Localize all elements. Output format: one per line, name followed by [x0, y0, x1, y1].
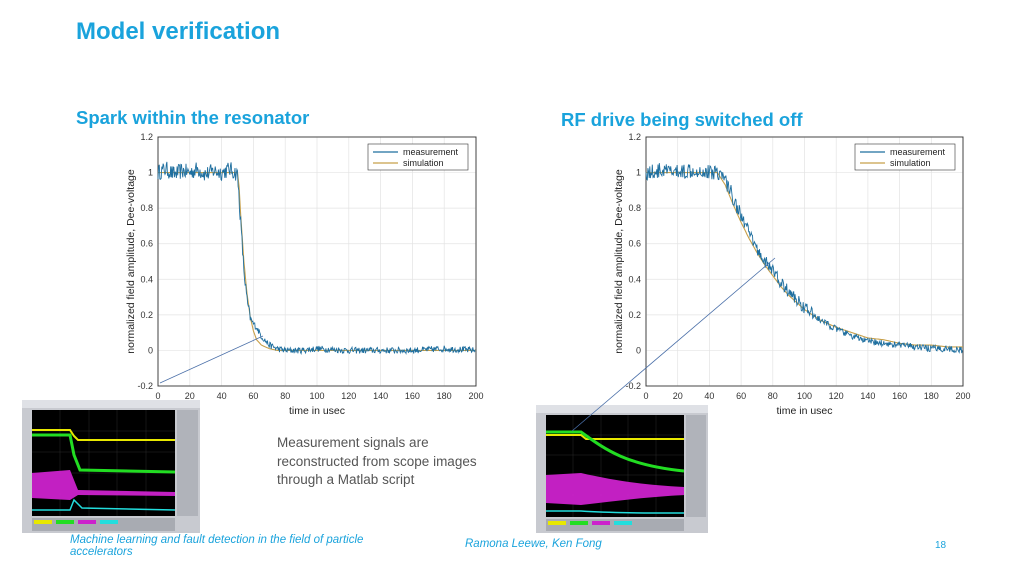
- y-tick-label: 0.4: [628, 274, 641, 284]
- x-tick-label: 100: [797, 391, 812, 401]
- y-tick-label: 0: [636, 345, 641, 355]
- x-tick-label: 20: [185, 391, 195, 401]
- x-tick-label: 20: [673, 391, 683, 401]
- plot-frame: [645, 136, 964, 387]
- footer-topic: Machine learning and fault detection in …: [70, 534, 364, 558]
- x-tick-label: 40: [217, 391, 227, 401]
- x-tick-label: 40: [704, 391, 714, 401]
- x-tick-label: 80: [768, 391, 778, 401]
- y-tick-label: 0.2: [628, 310, 641, 320]
- x-tick-label: 0: [155, 391, 160, 401]
- slide-title: Model verification: [76, 18, 281, 45]
- scope-note: Measurement signals are reconstructed fr…: [277, 435, 477, 487]
- series-simulation-line: [158, 172, 476, 351]
- y-tick-label: 0: [148, 345, 153, 355]
- connector-left: [159, 335, 264, 384]
- y-tick-label: 1: [636, 168, 641, 178]
- x-axis-label: time in usec: [289, 405, 345, 417]
- legend-label-simulation: simulation: [890, 158, 931, 168]
- y-axis-label: normalized field amplitude, Dee-voltage: [613, 169, 625, 354]
- y-tick-label: 1.2: [628, 132, 641, 142]
- page-number: 18: [935, 540, 947, 551]
- legend-label-measurement: measurement: [890, 147, 946, 157]
- x-tick-label: 200: [955, 391, 970, 401]
- x-tick-label: 180: [924, 391, 939, 401]
- x-tick-label: 0: [643, 391, 648, 401]
- scope-image-left: [22, 400, 200, 533]
- x-tick-label: 140: [373, 391, 388, 401]
- y-tick-label: 0.2: [140, 310, 153, 320]
- scope-image-right: [536, 405, 708, 533]
- x-axis-label: time in usec: [776, 405, 832, 417]
- y-tick-label: 0.4: [140, 274, 153, 284]
- y-tick-label: 1: [148, 168, 153, 178]
- y-axis-label: normalized field amplitude, Dee-voltage: [125, 169, 137, 354]
- legend-label-measurement: measurement: [403, 147, 459, 157]
- x-tick-label: 200: [468, 391, 483, 401]
- legend-box: [367, 143, 469, 171]
- y-tick-label: 0.8: [628, 203, 641, 213]
- y-tick-label: 0.6: [140, 239, 153, 249]
- x-tick-label: 120: [341, 391, 356, 401]
- legend-box: [854, 143, 956, 171]
- left-chart-heading: Spark within the resonator: [76, 107, 310, 128]
- footer-authors: Ramona Leewe, Ken Fong: [465, 538, 602, 550]
- x-tick-label: 80: [280, 391, 290, 401]
- connector-right: [571, 257, 776, 432]
- series-measurement-line: [157, 161, 476, 356]
- x-tick-label: 60: [248, 391, 258, 401]
- series-measurement-line: [645, 163, 963, 354]
- x-tick-label: 120: [829, 391, 844, 401]
- x-tick-label: 140: [860, 391, 875, 401]
- x-tick-label: 160: [892, 391, 907, 401]
- y-tick-label: 0.6: [628, 239, 641, 249]
- plot-frame: [157, 136, 477, 387]
- x-tick-label: 100: [309, 391, 324, 401]
- x-tick-label: 60: [736, 391, 746, 401]
- right-chart-heading: RF drive being switched off: [561, 109, 803, 130]
- y-tick-label: 0.8: [140, 203, 153, 213]
- legend-label-simulation: simulation: [403, 158, 444, 168]
- y-tick-label: -0.2: [625, 381, 641, 391]
- x-tick-label: 160: [405, 391, 420, 401]
- x-tick-label: 180: [437, 391, 452, 401]
- y-tick-label: -0.2: [137, 381, 153, 391]
- y-tick-label: 1.2: [140, 132, 153, 142]
